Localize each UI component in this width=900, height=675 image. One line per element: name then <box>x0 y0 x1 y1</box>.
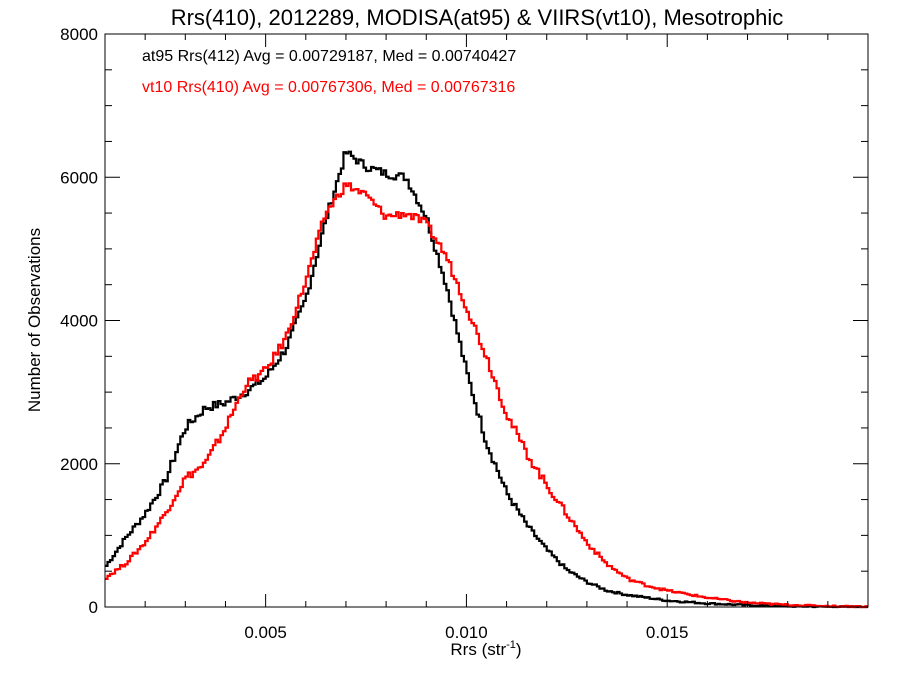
chart-title: Rrs(410), 2012289, MODISA(at95) & VIIRS(… <box>171 5 784 30</box>
stats-legend: at95 Rrs(412) Avg = 0.00729187, Med = 0.… <box>142 48 516 96</box>
series-0-histogram <box>105 150 868 609</box>
x-tick-label: 0.005 <box>244 623 287 642</box>
y-tick-label: 4000 <box>60 312 98 331</box>
y-tick-label: 6000 <box>60 168 98 187</box>
series-layer <box>105 150 868 609</box>
y-tick-label: 0 <box>89 598 98 617</box>
series-1-histogram <box>105 182 868 609</box>
ticks-layer: 0.005 0.010 0.015 0 2000 4000 6000 8000 <box>60 25 868 642</box>
x-axis-label-close: ) <box>516 640 522 659</box>
x-axis-label: Rrs (str-1) <box>450 639 521 659</box>
x-axis-label-superscript: -1 <box>506 639 516 651</box>
x-tick-label: 0.010 <box>445 623 488 642</box>
plot-frame <box>104 33 869 608</box>
y-tick-label: 8000 <box>60 25 98 44</box>
y-axis-label: Number of Observations <box>25 228 44 412</box>
x-axis-label-main: Rrs (str <box>450 640 506 659</box>
y-tick-label: 2000 <box>60 455 98 474</box>
x-tick-label: 0.015 <box>646 623 689 642</box>
stat-line-vt10: vt10 Rrs(410) Avg = 0.00767306, Med = 0.… <box>142 79 515 96</box>
stat-line-at95: at95 Rrs(412) Avg = 0.00729187, Med = 0.… <box>142 48 516 65</box>
